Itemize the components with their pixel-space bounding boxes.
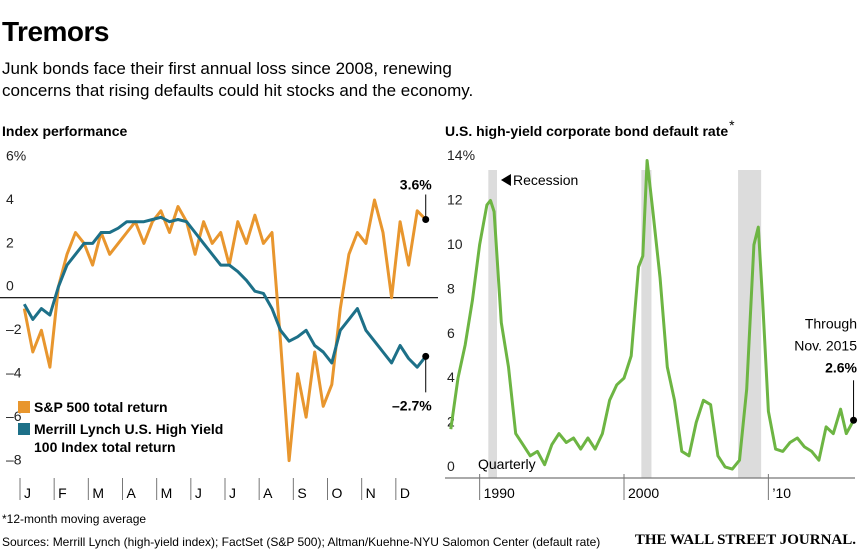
- x-tick-label: M: [92, 485, 104, 501]
- x-tick-label: 1990: [484, 485, 515, 501]
- y-tick-label: 8: [447, 280, 455, 296]
- series-line: [22, 215, 427, 369]
- end-dot: [422, 216, 430, 224]
- source: Sources: Merrill Lynch (high-yield index…: [2, 535, 601, 549]
- legend-entry: Merrill Lynch U.S. High Yield 100 Index …: [18, 420, 239, 456]
- end-dot: [422, 352, 430, 360]
- title: Tremors: [2, 16, 110, 47]
- x-tick-label: J: [195, 485, 202, 501]
- subtitle: Junk bonds face their first annual loss …: [2, 59, 474, 100]
- end-label: 3.6%: [400, 177, 432, 193]
- frequency-label: Quarterly: [478, 456, 536, 472]
- end-label: –2.7%: [392, 397, 432, 413]
- y-tick-label: 6: [447, 325, 455, 341]
- end-label: 2.6%: [825, 359, 857, 375]
- recession-band: [641, 170, 652, 478]
- x-tick-label: 2000: [628, 485, 659, 501]
- x-tick-label: S: [297, 485, 306, 501]
- y-tick-label: –4: [6, 365, 22, 381]
- x-tick-label: ’10: [772, 485, 791, 501]
- footnote: *12-month moving average: [2, 512, 147, 526]
- chart-title: Index performance: [2, 123, 127, 139]
- y-tick-label: –2: [6, 321, 22, 337]
- x-tick-label: N: [366, 485, 376, 501]
- y-tick-label: 4: [6, 191, 14, 207]
- pointer: [500, 174, 511, 186]
- shade-label: Recession: [513, 172, 578, 188]
- x-tick-label: A: [263, 485, 273, 501]
- legend-label: Merrill Lynch U.S. High Yield 100 Index …: [34, 421, 224, 455]
- title-note: *: [729, 117, 735, 133]
- legend-swatch: [18, 423, 30, 435]
- y-tick-label: 6%: [6, 147, 26, 163]
- legend-label: S&P 500 total return: [34, 399, 168, 415]
- y-tick-label: 2: [6, 234, 14, 250]
- legend-swatch: [18, 401, 30, 413]
- y-tick-label: 12: [447, 192, 463, 208]
- y-tick-label: 0: [447, 458, 455, 474]
- note: Nov. 2015: [794, 337, 857, 353]
- y-tick-label: 4: [447, 369, 455, 385]
- y-tick-label: –8: [6, 451, 22, 467]
- note: Through: [805, 315, 857, 331]
- y-tick-label: 14%: [447, 147, 475, 163]
- legend-entry: S&P 500 total return: [18, 398, 239, 416]
- x-tick-label: D: [400, 485, 410, 501]
- chart-title: U.S. high-yield corporate bond default r…: [445, 123, 728, 139]
- series-line: [22, 198, 427, 463]
- recession-band: [488, 170, 497, 478]
- x-tick-label: J: [24, 485, 31, 501]
- x-tick-label: M: [161, 485, 173, 501]
- end-dot: [850, 416, 858, 424]
- publisher: THE WALL STREET JOURNAL.: [634, 532, 856, 548]
- y-tick-label: 10: [447, 236, 463, 252]
- series-line: [449, 159, 855, 471]
- x-tick-label: A: [127, 485, 137, 501]
- x-tick-label: F: [58, 485, 67, 501]
- y-tick-label: 0: [6, 278, 14, 294]
- x-tick-label: O: [332, 485, 343, 501]
- x-tick-label: J: [229, 485, 236, 501]
- y-tick-label: –6: [6, 408, 22, 424]
